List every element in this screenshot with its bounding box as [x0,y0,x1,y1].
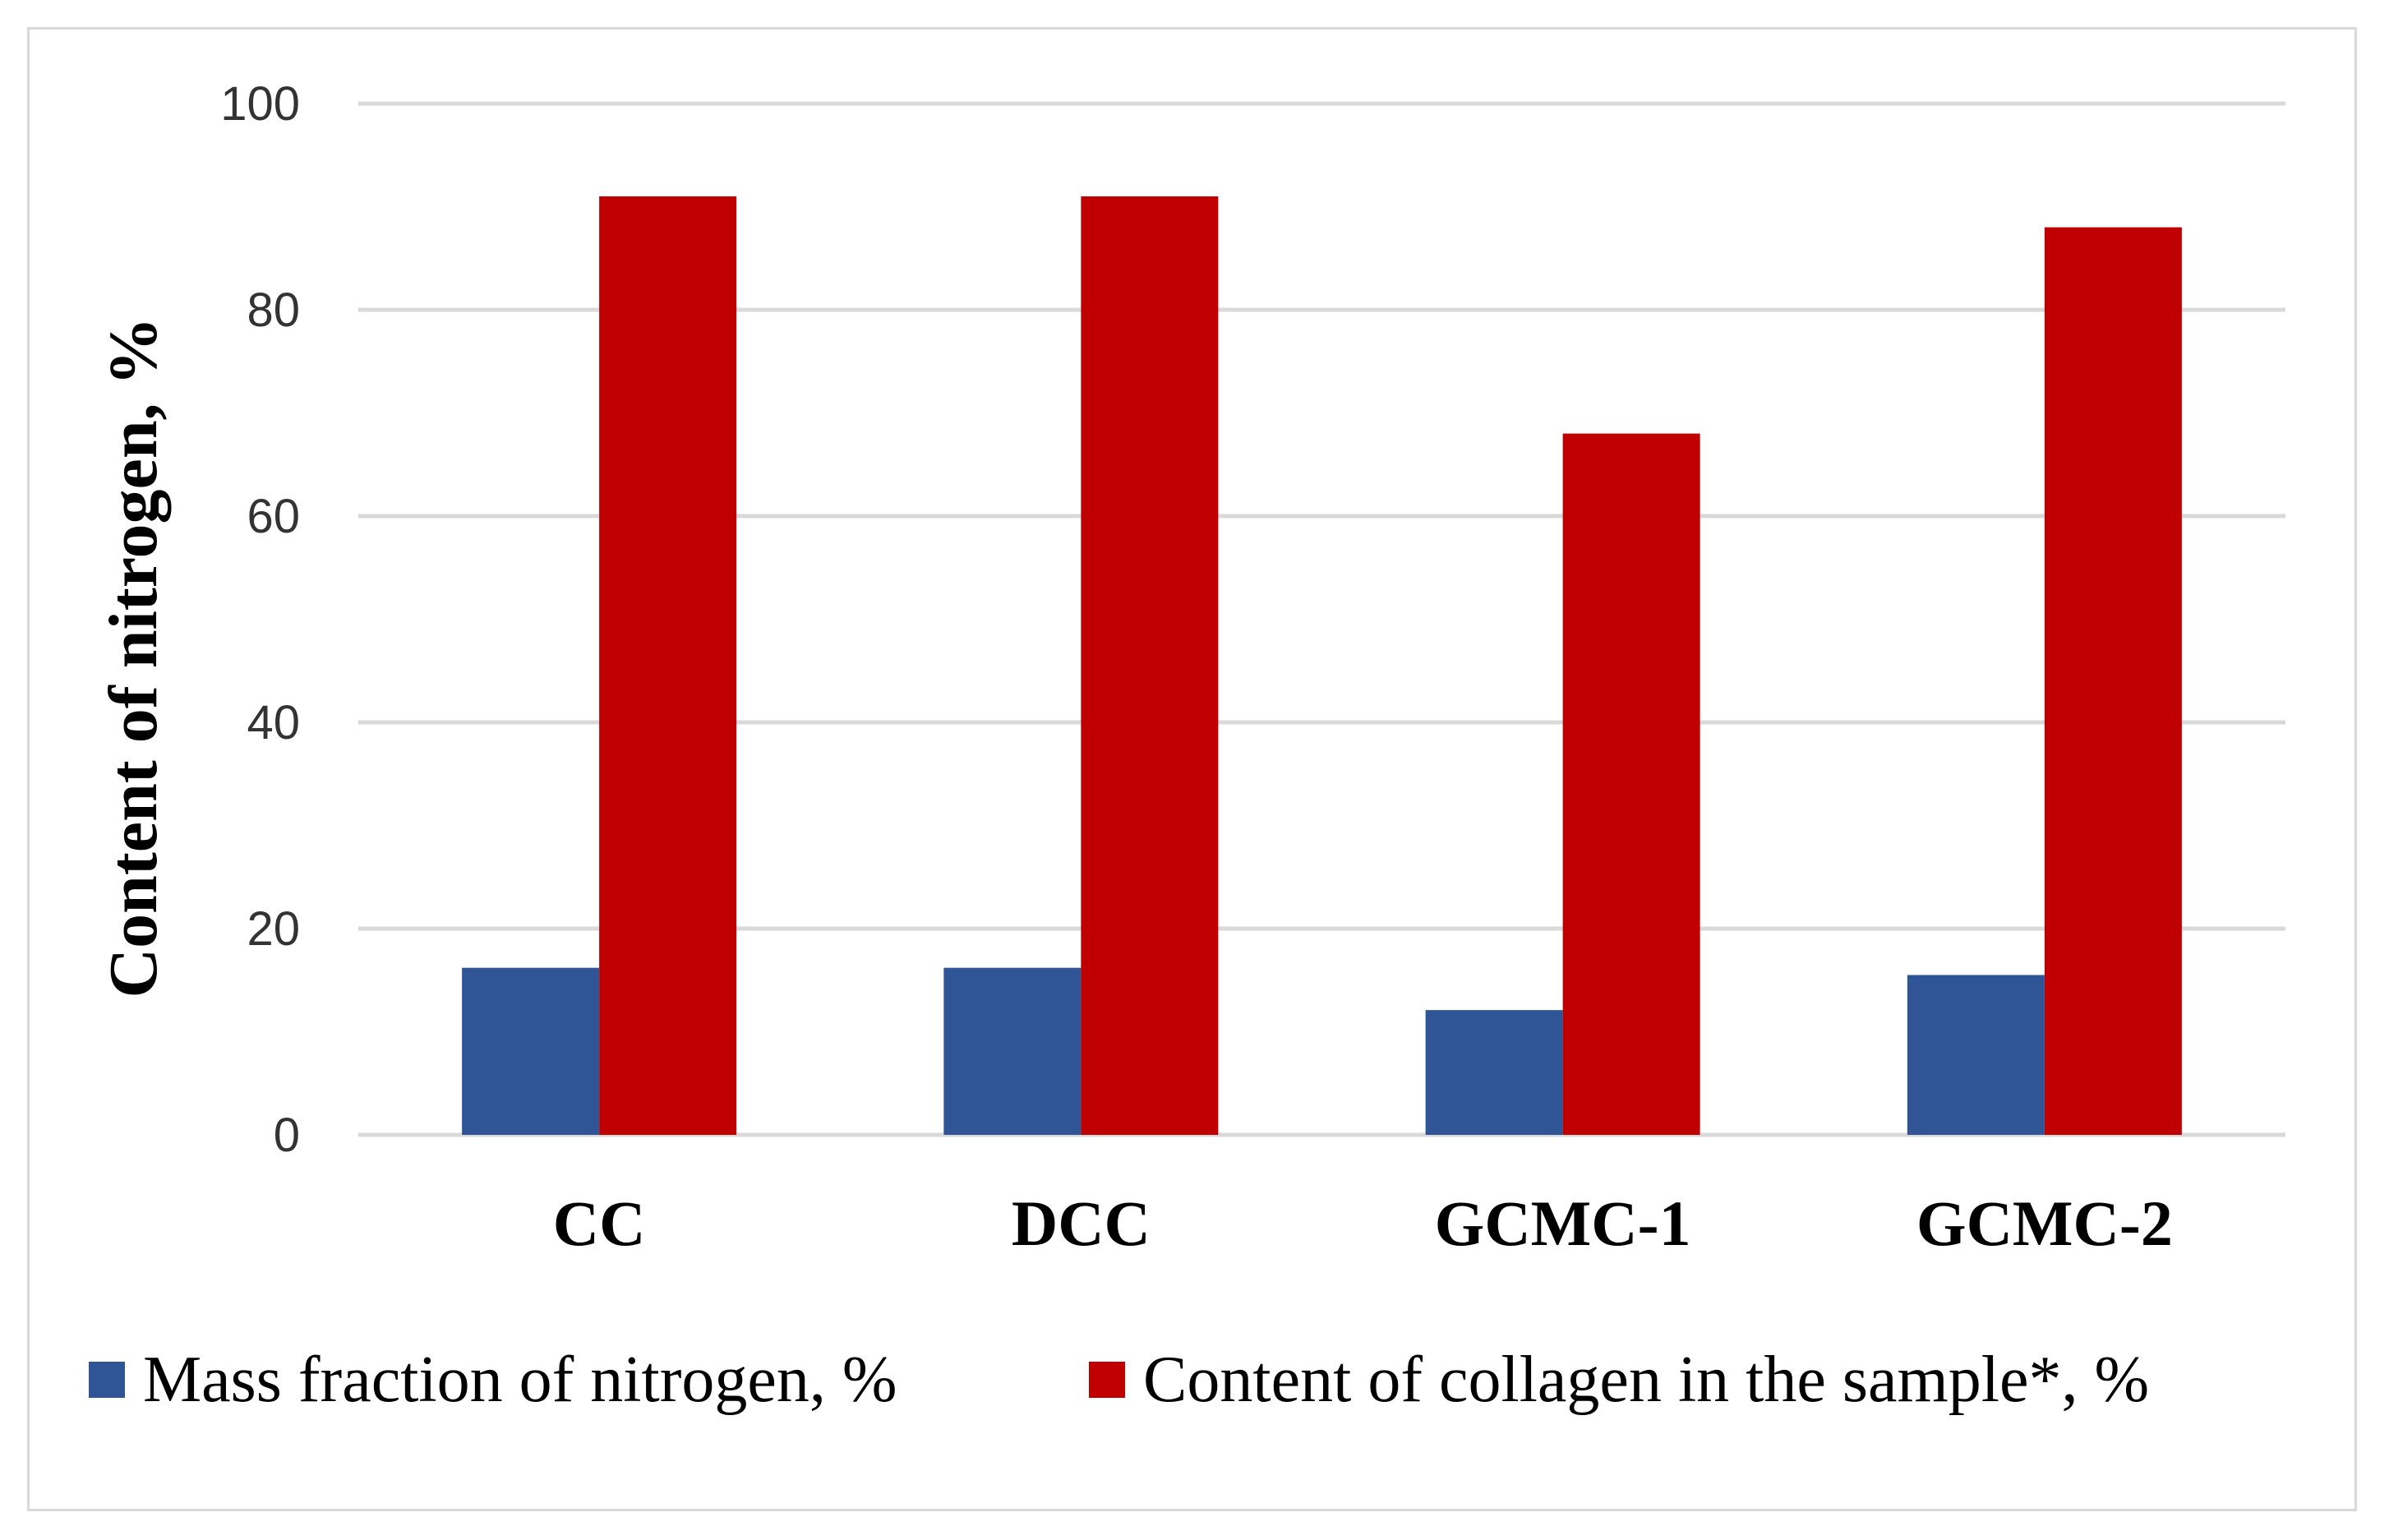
y-tick-label: 60 [247,490,300,543]
y-tick-labels: 0 20 40 60 80 100 [220,77,300,1162]
legend-swatch [89,1362,125,1398]
bar-gcmc-1-series-2 [1562,433,1700,1135]
x-category-label: GCMC-1 [1435,1187,1691,1259]
bar-cc-series-2 [599,196,737,1136]
bar-gcmc-2-series-2 [2044,227,2182,1136]
bar-cc-series-1 [462,967,600,1135]
legend-swatch [1089,1362,1125,1398]
y-tick-label: 20 [247,902,300,956]
legend: Mass fraction of nitrogen, % Content of c… [89,1344,2149,1416]
bar-dcc-series-2 [1081,196,1219,1136]
bar-dcc-series-1 [943,967,1082,1135]
y-tick-label: 0 [274,1109,300,1162]
y-tick-label: 40 [247,696,300,749]
legend-label: Mass fraction of nitrogen, % [143,1344,897,1416]
bars [462,196,2182,1136]
x-category-label: CC [553,1187,646,1259]
chart-frame [27,27,2357,1511]
x-category-labels: CC DCC GCMC-1 GCMC-2 [553,1187,2173,1259]
x-category-label: GCMC-2 [1916,1187,2173,1259]
bar-gcmc-2-series-1 [1907,975,2045,1135]
legend-label: Content of collagen in the sample*, % [1143,1344,2149,1416]
y-axis-title: Content of nitrogen, % [95,316,172,998]
y-tick-label: 80 [247,284,300,337]
y-tick-label: 100 [220,77,300,131]
bar-gcmc-1-series-1 [1425,1010,1563,1135]
x-category-label: DCC [1012,1187,1151,1259]
